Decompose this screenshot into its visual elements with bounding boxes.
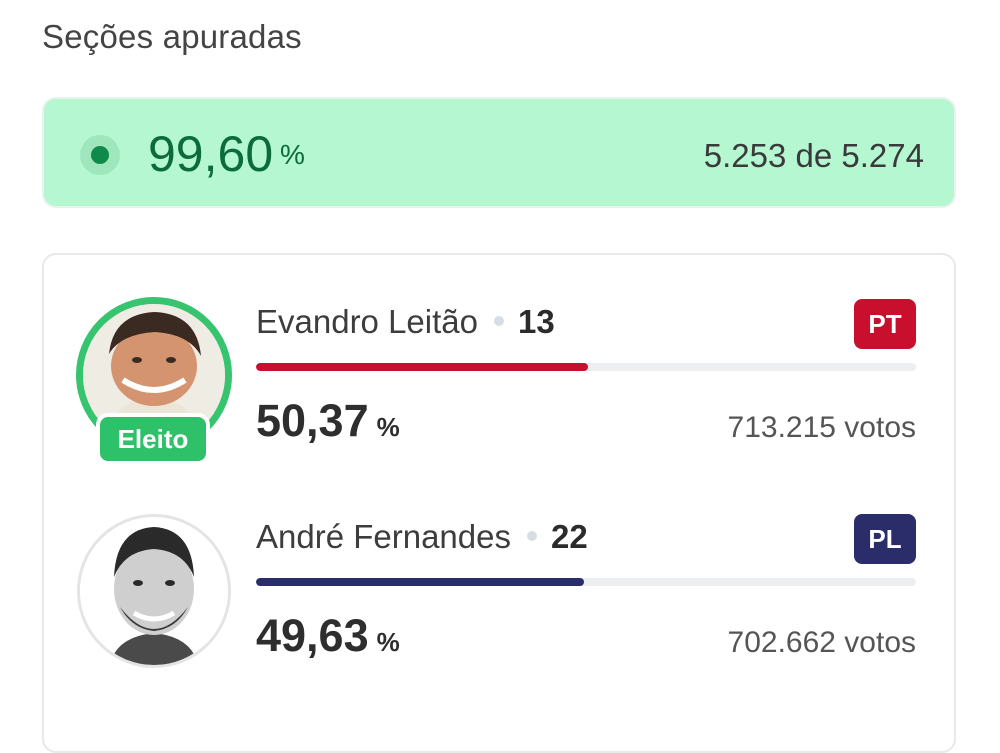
party-badge: PT	[854, 299, 916, 349]
counting-progress-panel: 99,60 % 5.253 de 5.274	[42, 97, 956, 208]
vote-share-bar	[256, 363, 916, 371]
results-card: Eleito Evandro Leitão 13 PT 50,37% 713.21…	[42, 253, 956, 753]
candidate-percent: 50,37	[256, 395, 369, 446]
candidate-row[interactable]: Eleito Evandro Leitão 13 PT 50,37% 713.21…	[44, 295, 954, 495]
counted-sections: 5.253 de 5.274	[703, 137, 924, 174]
candidate-row[interactable]: André Fernandes 22 PL 49,63% 702.662 voto…	[44, 510, 954, 710]
candidate-number: 13	[518, 303, 555, 340]
candidate-percent-line: 49,63%	[256, 610, 400, 662]
counted-percent-unit: %	[280, 139, 305, 170]
counted-percent: 99,60	[148, 126, 274, 182]
candidate-percent-unit: %	[376, 627, 400, 657]
candidate-name-line: André Fernandes 22	[256, 518, 588, 556]
candidate-name: Evandro Leitão	[256, 303, 478, 340]
candidate-name: André Fernandes	[256, 518, 511, 555]
candidate-name-line: Evandro Leitão 13	[256, 303, 555, 341]
elected-badge: Eleito	[96, 413, 210, 465]
separator-dot-icon	[494, 316, 504, 327]
candidate-percent-line: 50,37%	[256, 395, 400, 447]
candidate-number: 22	[551, 518, 588, 555]
section-title: Seções apuradas	[42, 18, 302, 55]
candidate-avatar	[77, 514, 231, 668]
party-badge: PL	[854, 514, 916, 564]
vote-share-fill	[256, 363, 589, 371]
candidate-votes: 702.662 votos	[727, 626, 916, 659]
candidate-percent-unit: %	[376, 412, 400, 442]
separator-dot-icon	[527, 531, 537, 542]
candidate-photo-icon	[80, 517, 228, 665]
candidate-votes: 713.215 votos	[727, 411, 916, 444]
vote-share-bar	[256, 578, 916, 586]
status-dot-icon	[80, 135, 120, 175]
vote-share-fill	[256, 578, 584, 586]
candidate-percent: 49,63	[256, 610, 369, 661]
